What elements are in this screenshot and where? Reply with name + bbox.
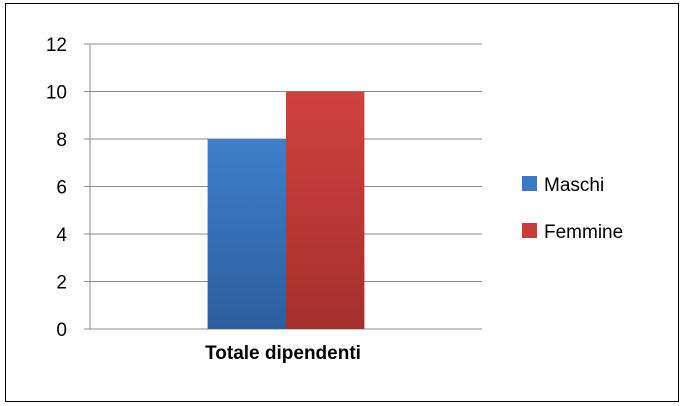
legend-label-femmine: Femmine	[544, 222, 623, 243]
bar-femmine	[286, 91, 365, 329]
x-category-label: Totale dipendenti	[205, 343, 361, 364]
legend-swatch-femmine	[522, 223, 537, 238]
bars	[207, 91, 365, 329]
legend-swatch-maschi	[522, 176, 537, 191]
y-tick-label: 4	[56, 225, 67, 246]
y-tick-label: 0	[56, 320, 67, 341]
y-tick-label: 6	[56, 178, 67, 199]
y-tick-label: 12	[46, 35, 67, 56]
legend: Maschi Femmine	[522, 175, 623, 243]
legend-label-maschi: Maschi	[544, 175, 604, 196]
y-tick-label: 8	[56, 130, 67, 151]
y-tick-label: 2	[56, 273, 67, 294]
y-tick-labels: 0 2 4 6 8 10 12	[46, 35, 68, 341]
y-tick-label: 10	[46, 83, 67, 104]
x-category-labels: Totale dipendenti	[205, 343, 361, 364]
bar-maschi	[207, 139, 286, 329]
